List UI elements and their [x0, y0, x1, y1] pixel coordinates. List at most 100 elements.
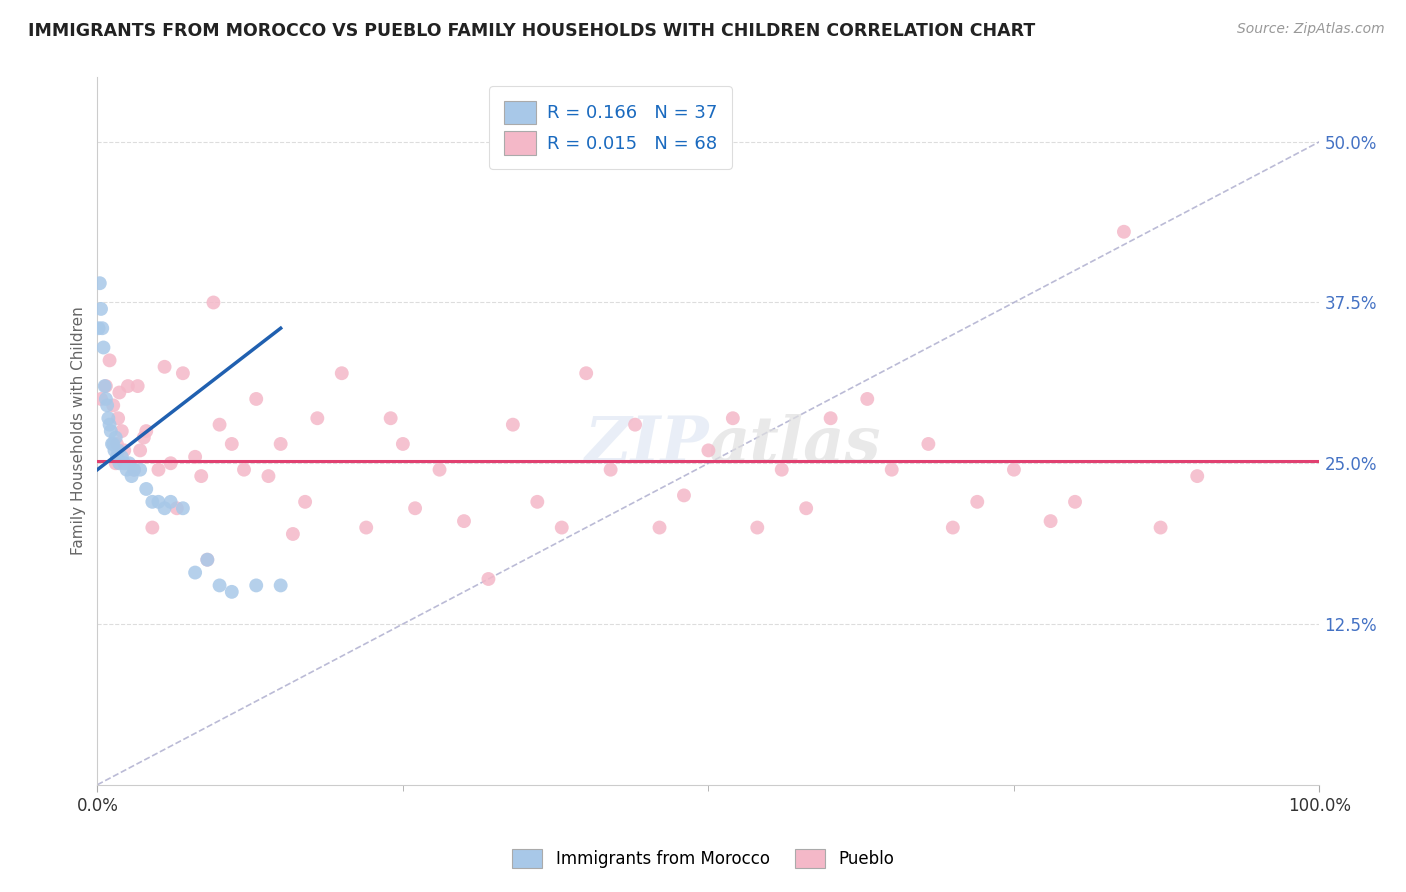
Point	[856, 392, 879, 406]
Point	[89, 276, 111, 290]
Point	[121, 469, 143, 483]
Point	[195, 552, 218, 566]
Point	[148, 463, 170, 477]
Point	[159, 456, 181, 470]
Point	[233, 463, 256, 477]
Point	[404, 501, 426, 516]
Point	[208, 417, 231, 432]
Point	[208, 578, 231, 592]
Point	[1149, 520, 1171, 534]
Point	[917, 437, 939, 451]
Legend: Immigrants from Morocco, Pueblo: Immigrants from Morocco, Pueblo	[506, 842, 900, 875]
Point	[429, 463, 451, 477]
Point	[118, 456, 141, 470]
Point	[91, 321, 114, 335]
Text: Source: ZipAtlas.com: Source: ZipAtlas.com	[1237, 22, 1385, 37]
Point	[245, 578, 267, 592]
Point	[1002, 463, 1025, 477]
Point	[122, 463, 145, 477]
Point	[97, 411, 120, 425]
Point	[107, 443, 129, 458]
Point	[93, 341, 115, 355]
Point	[221, 437, 243, 451]
Text: atlas: atlas	[709, 415, 882, 476]
Point	[127, 379, 149, 393]
Point	[141, 495, 163, 509]
Point	[103, 398, 125, 412]
Point	[103, 437, 125, 451]
Point	[117, 379, 139, 393]
Point	[1187, 469, 1209, 483]
Point	[159, 495, 181, 509]
Point	[599, 463, 621, 477]
Point	[101, 437, 124, 451]
Point	[477, 572, 499, 586]
Point	[526, 495, 548, 509]
Point	[184, 566, 207, 580]
Point	[195, 552, 218, 566]
Point	[1039, 514, 1062, 528]
Point	[135, 482, 157, 496]
Point	[672, 488, 695, 502]
Point	[148, 495, 170, 509]
Point	[221, 585, 243, 599]
Point	[103, 443, 125, 458]
Point	[820, 411, 842, 425]
Point	[104, 456, 127, 470]
Text: IMMIGRANTS FROM MOROCCO VS PUEBLO FAMILY HOUSEHOLDS WITH CHILDREN CORRELATION CH: IMMIGRANTS FROM MOROCCO VS PUEBLO FAMILY…	[28, 22, 1035, 40]
Point	[392, 437, 415, 451]
Point	[153, 359, 176, 374]
Point	[98, 353, 121, 368]
Legend: R = 0.166   N = 37, R = 0.015   N = 68: R = 0.166 N = 37, R = 0.015 N = 68	[489, 87, 733, 169]
Point	[166, 501, 188, 516]
Point	[624, 417, 647, 432]
Point	[108, 385, 131, 400]
Point	[270, 437, 292, 451]
Point	[96, 398, 118, 412]
Point	[94, 379, 117, 393]
Point	[966, 495, 988, 509]
Point	[202, 295, 225, 310]
Point	[100, 424, 122, 438]
Point	[141, 520, 163, 534]
Text: ZIP: ZIP	[583, 415, 709, 476]
Point	[880, 463, 903, 477]
Point	[115, 463, 138, 477]
Point	[794, 501, 817, 516]
Point	[129, 443, 152, 458]
Point	[1112, 225, 1135, 239]
Point	[575, 366, 598, 380]
Point	[281, 527, 304, 541]
Point	[172, 501, 194, 516]
Point	[648, 520, 671, 534]
Point	[245, 392, 267, 406]
Point	[153, 501, 176, 516]
Point	[551, 520, 574, 534]
Point	[1064, 495, 1087, 509]
Point	[93, 379, 115, 393]
Point	[107, 411, 129, 425]
Point	[184, 450, 207, 464]
Point	[111, 424, 134, 438]
Point	[135, 424, 157, 438]
Point	[172, 366, 194, 380]
Point	[90, 392, 112, 406]
Point	[112, 456, 135, 470]
Point	[94, 392, 117, 406]
Point	[721, 411, 744, 425]
Point	[108, 456, 131, 470]
Point	[453, 514, 475, 528]
Point	[307, 411, 329, 425]
Point	[190, 469, 212, 483]
Point	[111, 450, 134, 464]
Point	[270, 578, 292, 592]
Point	[122, 463, 145, 477]
Point	[747, 520, 769, 534]
Point	[942, 520, 965, 534]
Point	[330, 366, 353, 380]
Point	[98, 417, 121, 432]
Point	[129, 463, 152, 477]
Y-axis label: Family Households with Children: Family Households with Children	[72, 307, 86, 556]
Point	[697, 443, 720, 458]
Point	[294, 495, 316, 509]
